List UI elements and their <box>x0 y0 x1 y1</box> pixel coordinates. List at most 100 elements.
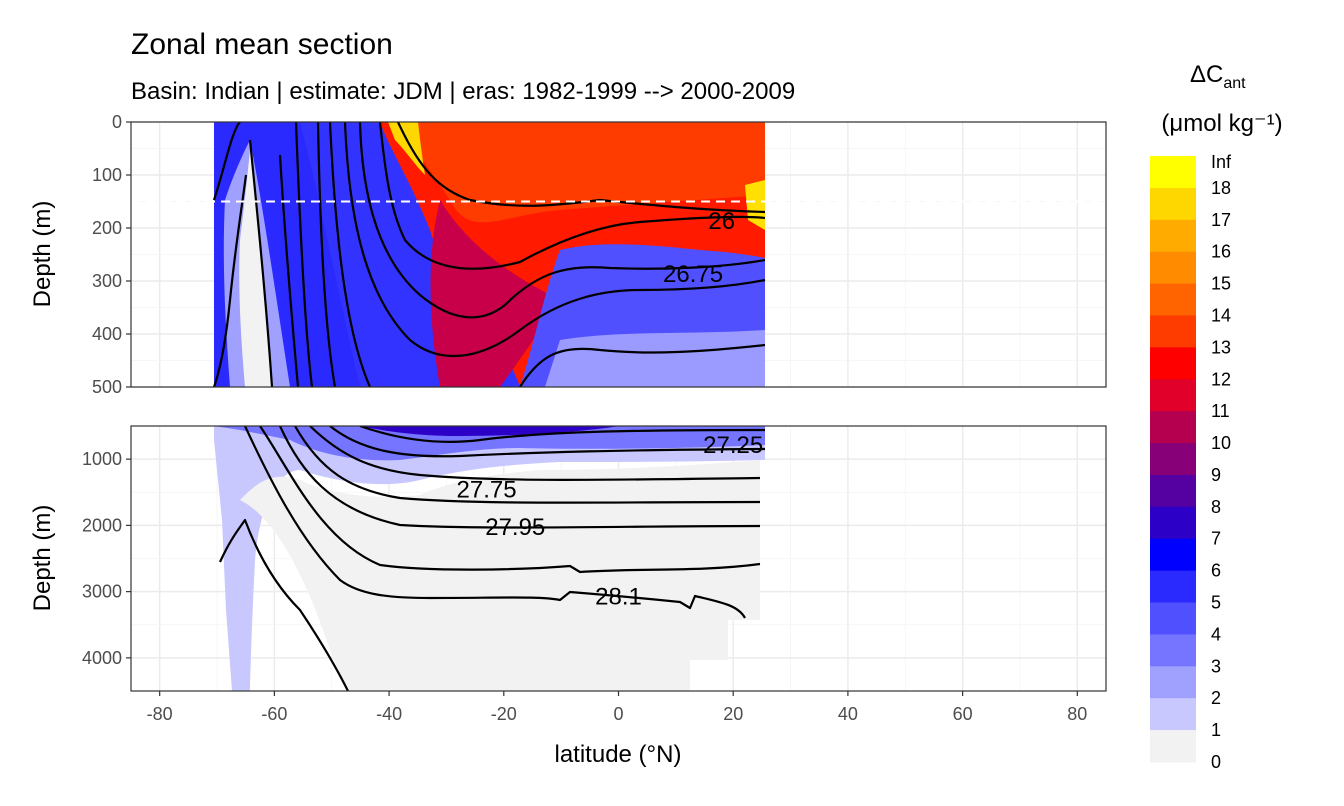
isopycnal-lower-1 <box>359 426 766 443</box>
x-tick-label: 20 <box>723 704 743 724</box>
legend-swatch <box>1150 379 1196 412</box>
legend-swatch <box>1150 666 1196 699</box>
field-lower-dark <box>360 426 620 436</box>
isopycnal-upper-2 <box>358 122 766 319</box>
legend-bin-label: 13 <box>1211 337 1231 357</box>
legend-bin-label: 17 <box>1211 210 1231 230</box>
x-axis: -80 -60 -40 -20 0 20 40 60 80 <box>147 691 1087 724</box>
legend-bin-label: 4 <box>1211 624 1221 644</box>
y-axis-lower: 1000 2000 3000 4000 <box>82 449 131 668</box>
isopycnal-upper-6 <box>278 154 300 387</box>
x-tick-label: 40 <box>838 704 858 724</box>
legend-bin-label: 7 <box>1211 529 1221 549</box>
legend-swatch <box>1150 187 1196 221</box>
isopycnal-labels: 26 26.75 27.25 27.75 27.95 28.1 <box>457 208 764 611</box>
isopycnal-upper-4 <box>316 122 337 387</box>
y-tick-label: 200 <box>92 218 122 238</box>
isopycnal-lower-4 <box>294 426 761 504</box>
y-axis-title-lower: Depth (m) <box>29 505 56 612</box>
heatmap-upper <box>131 122 1106 387</box>
isopycnal-label: 26.75 <box>663 261 723 288</box>
panel-upper <box>130 121 1107 388</box>
x-axis-title: latitude (°N) <box>555 741 682 768</box>
field-south-low <box>239 150 272 387</box>
isopycnal-upper-7 <box>248 139 274 387</box>
isopycnal-lower-3 <box>309 426 761 481</box>
isopycnal-lower-6 <box>259 426 761 574</box>
isopycnal-upper-3 <box>328 122 372 387</box>
legend-colorbar <box>1150 156 1196 763</box>
isopycnal-label: 27.25 <box>703 432 763 459</box>
isopycnal-upper-8 <box>212 122 241 201</box>
legend-bin-label: 12 <box>1211 369 1231 389</box>
chart-title: Zonal mean section <box>131 28 393 61</box>
legend-bin-label: 14 <box>1211 305 1231 325</box>
y-tick-label: 400 <box>92 324 122 344</box>
legend-swatch <box>1150 283 1196 316</box>
x-tick-label: -40 <box>376 704 402 724</box>
x-tick-label: -20 <box>491 704 517 724</box>
isopycnal-lower-2 <box>329 426 766 458</box>
legend-bin-label: 8 <box>1211 497 1221 517</box>
field-north-deep <box>545 330 765 387</box>
chart-subtitle: Basin: Indian | estimate: JDM | eras: 19… <box>131 78 795 105</box>
x-tick-label: 60 <box>953 704 973 724</box>
field-mode-water <box>430 200 560 387</box>
y-axis-title-upper: Depth (m) <box>29 201 56 308</box>
isopycnal-label: 28.1 <box>595 584 642 611</box>
legend-bin-label: 5 <box>1211 593 1221 613</box>
isopycnal-upper-2675 <box>343 122 766 358</box>
legend-bin-label: 10 <box>1211 433 1231 453</box>
isopycnal-lower-7 <box>244 426 746 619</box>
legend-bin-label: 2 <box>1211 688 1221 708</box>
isopycnal-upper-10 <box>519 343 766 387</box>
y-tick-label: 500 <box>92 377 122 397</box>
legend-bin-label: 1 <box>1211 720 1221 740</box>
y-tick-label: 4000 <box>82 648 122 668</box>
legend-bin-label: 16 <box>1211 242 1231 262</box>
x-tick-label: -60 <box>261 704 287 724</box>
legend-swatch <box>1150 730 1196 763</box>
isopycnal-label: 27.95 <box>485 514 545 541</box>
isopycnal-label: 27.75 <box>457 476 517 503</box>
legend: ΔCant (μmol kg⁻¹) Inf1817161514131211109… <box>1150 61 1283 772</box>
isopycnal-upper-1 <box>378 122 766 270</box>
legend-swatch <box>1150 156 1196 189</box>
field-lower-low <box>240 460 760 691</box>
legend-swatch <box>1150 570 1196 604</box>
legend-bin-label: Inf <box>1211 152 1232 172</box>
legend-bin-label: 3 <box>1211 656 1221 676</box>
legend-bin-label: 15 <box>1211 274 1231 294</box>
y-tick-label: 0 <box>112 112 122 132</box>
legend-unit: (μmol kg⁻¹) <box>1161 110 1282 137</box>
isopycnal-upper-5 <box>294 122 314 387</box>
legend-title: ΔCant <box>1190 61 1246 92</box>
legend-swatch <box>1150 506 1196 540</box>
legend-bin-label: 6 <box>1211 561 1221 581</box>
y-tick-label: 1000 <box>82 449 122 469</box>
legend-title-sub: ant <box>1223 75 1246 92</box>
panel-lower <box>130 425 1107 692</box>
isopycnal-lower-8 <box>218 518 349 691</box>
isopycnal-label: 26 <box>708 208 735 235</box>
y-tick-label: 2000 <box>82 515 122 535</box>
x-tick-label: 0 <box>613 704 623 724</box>
legend-swatch <box>1150 474 1196 508</box>
y-tick-label: 3000 <box>82 582 122 602</box>
isopycnal-upper-9 <box>212 174 248 387</box>
field-surface-band <box>400 122 765 223</box>
field-yellow-front <box>388 122 425 175</box>
legend-swatch <box>1150 315 1196 348</box>
legend-bin-label: 18 <box>1211 178 1231 198</box>
x-tick-label: -80 <box>147 704 173 724</box>
heatmap-lower <box>214 426 766 691</box>
y-axis-upper: 0 100 200 300 400 500 <box>92 112 131 397</box>
y-tick-label: 300 <box>92 271 122 291</box>
legend-swatch <box>1150 602 1196 635</box>
legend-swatch <box>1150 443 1196 476</box>
legend-title-main: ΔC <box>1190 61 1223 88</box>
legend-swatch <box>1150 634 1196 667</box>
legend-swatch <box>1150 411 1196 444</box>
y-tick-label: 100 <box>92 165 122 185</box>
